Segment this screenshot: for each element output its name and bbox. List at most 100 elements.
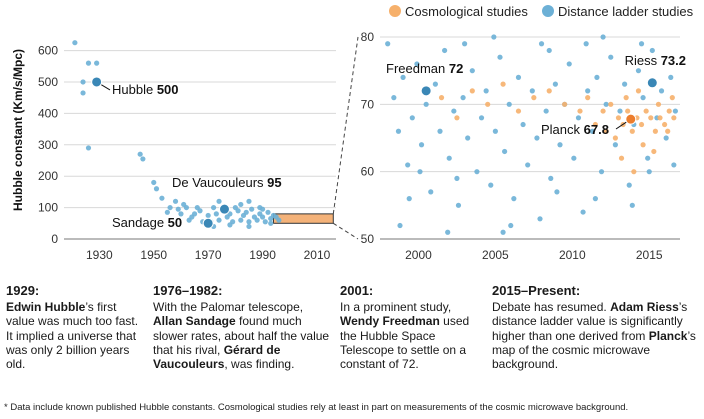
- y-tick-label: 0: [51, 232, 58, 246]
- annotation-name: Planck: [541, 122, 584, 137]
- distance-ladder-point: [406, 196, 412, 202]
- column-year: 2001:: [340, 283, 374, 298]
- cosmological-point: [631, 169, 637, 175]
- y-tick-label: 70: [361, 97, 375, 111]
- distance-ladder-point: [483, 88, 489, 94]
- cosmological-point: [612, 135, 618, 141]
- annotation-value: 73.2: [661, 53, 686, 68]
- column-text-run: Debate has resumed.: [492, 300, 611, 315]
- distance-ladder-point: [585, 88, 591, 94]
- y-tick-label: 300: [38, 138, 58, 152]
- cosmological-point: [618, 155, 625, 161]
- annotation-label: Hubble 500: [112, 82, 179, 97]
- distance-ladder-point: [554, 189, 560, 195]
- column-text-run: ’s first value was much too fast. It imp…: [6, 300, 139, 372]
- column-text-run: ’s distance ladder value is significantl…: [492, 300, 688, 343]
- cosmological-point: [485, 101, 491, 107]
- distance-ladder-point: [600, 34, 606, 40]
- cosmological-point: [669, 95, 675, 101]
- distance-ladder-point: [238, 217, 244, 223]
- x-tick-label: 2015: [636, 248, 663, 262]
- distance-ladder-point: [423, 101, 429, 107]
- column-highlight: Wendy Freedman: [340, 314, 440, 329]
- distance-ladder-point: [418, 142, 425, 148]
- annotation-name: Freedman: [386, 61, 449, 76]
- distance-ladder-point: [189, 214, 195, 220]
- distance-ladder-point: [534, 135, 540, 141]
- distance-ladder-point: [414, 61, 420, 67]
- distance-ladder-point: [492, 128, 498, 134]
- distance-ladder-point: [548, 175, 554, 181]
- distance-ladder-point: [454, 175, 460, 181]
- column-text: With the Palomar telescope, Allan Sandag…: [153, 300, 333, 371]
- annotation-label: Freedman 72: [386, 61, 463, 76]
- distance-ladder-point: [243, 209, 249, 215]
- cosmological-point: [623, 95, 629, 101]
- distance-ladder-point: [589, 128, 595, 134]
- distance-ladder-point: [465, 135, 471, 141]
- annotation-name: Hubble: [112, 82, 157, 97]
- distance-ladder-point: [405, 162, 411, 168]
- cosmological-point: [640, 142, 646, 148]
- annotation-value: 95: [267, 175, 281, 190]
- distance-ladder-point: [211, 204, 217, 211]
- distance-ladder-point: [511, 196, 517, 202]
- annotation-name: Sandage: [112, 215, 168, 230]
- x-tick-label: 2010: [559, 248, 586, 262]
- column-text-run: used the Hubble Space Telescope to settl…: [340, 314, 470, 372]
- annotation-marker: [218, 203, 230, 215]
- annotation-marker: [625, 113, 637, 125]
- distance-ladder-point: [445, 229, 451, 235]
- distance-ladder-point: [575, 115, 582, 121]
- distance-ladder-point: [515, 74, 522, 80]
- distance-ladder-point: [249, 206, 255, 212]
- distance-ladder-point: [259, 214, 266, 220]
- distance-ladder-point: [598, 169, 605, 175]
- timeline-column-1929: 1929: Edwin Hubble’s first value was muc…: [6, 283, 144, 372]
- distance-ladder-point: [205, 212, 211, 219]
- annotation-marker: [202, 217, 214, 229]
- distance-ladder-point: [603, 101, 609, 107]
- cosmological-point: [562, 101, 568, 107]
- x-tick-label: 2010: [304, 248, 331, 262]
- column-text-run: , was finding.: [224, 357, 295, 372]
- distance-ladder-point: [172, 198, 179, 204]
- distance-ladder-point: [262, 219, 268, 225]
- distance-ladder-point: [432, 81, 438, 87]
- column-text-run: In a prominent study,: [340, 300, 452, 315]
- cosmological-point: [515, 108, 522, 114]
- distance-ladder-point: [246, 198, 252, 204]
- distance-ladder-point: [635, 68, 642, 74]
- column-highlight: Edwin Hubble: [6, 300, 86, 315]
- distance-ladder-point: [246, 223, 252, 230]
- distance-ladder-point: [268, 220, 274, 226]
- column-year: 1976–1982:: [153, 283, 223, 298]
- distance-ladder-point: [638, 41, 645, 47]
- distance-ladder-point: [159, 195, 165, 201]
- y-tick-label: 600: [38, 44, 58, 58]
- distance-ladder-point: [72, 40, 78, 46]
- cosmological-point: [585, 95, 591, 101]
- distance-ladder-point: [502, 148, 508, 155]
- y-tick-label: 400: [38, 106, 58, 120]
- cosmological-point: [648, 115, 654, 121]
- distance-ladder-point: [409, 115, 415, 121]
- x-tick-label: 2005: [482, 248, 509, 262]
- cosmological-point: [592, 121, 598, 128]
- legend-label-cosmological: Cosmological studies: [405, 4, 528, 19]
- column-text-run: ’s map of the cosmic microwave backgroun…: [492, 328, 696, 372]
- distance-ladder-point: [235, 208, 241, 214]
- x-tick-label: 1970: [195, 248, 222, 262]
- annotation-label: Planck 67.8: [541, 122, 609, 137]
- y-tick-label: 100: [38, 201, 58, 215]
- annotation-marker: [420, 85, 432, 97]
- x-tick-label: 2000: [405, 248, 432, 262]
- distance-ladder-point: [254, 217, 260, 223]
- distance-ladder-point: [491, 34, 497, 40]
- cosmological-point: [671, 115, 677, 121]
- zoom-highlight-box: [272, 213, 334, 224]
- distance-ladder-point: [446, 155, 452, 161]
- footnote: * Data include known published Hubble co…: [4, 402, 629, 413]
- cosmological-point: [665, 128, 671, 134]
- distance-ladder-point: [629, 202, 635, 208]
